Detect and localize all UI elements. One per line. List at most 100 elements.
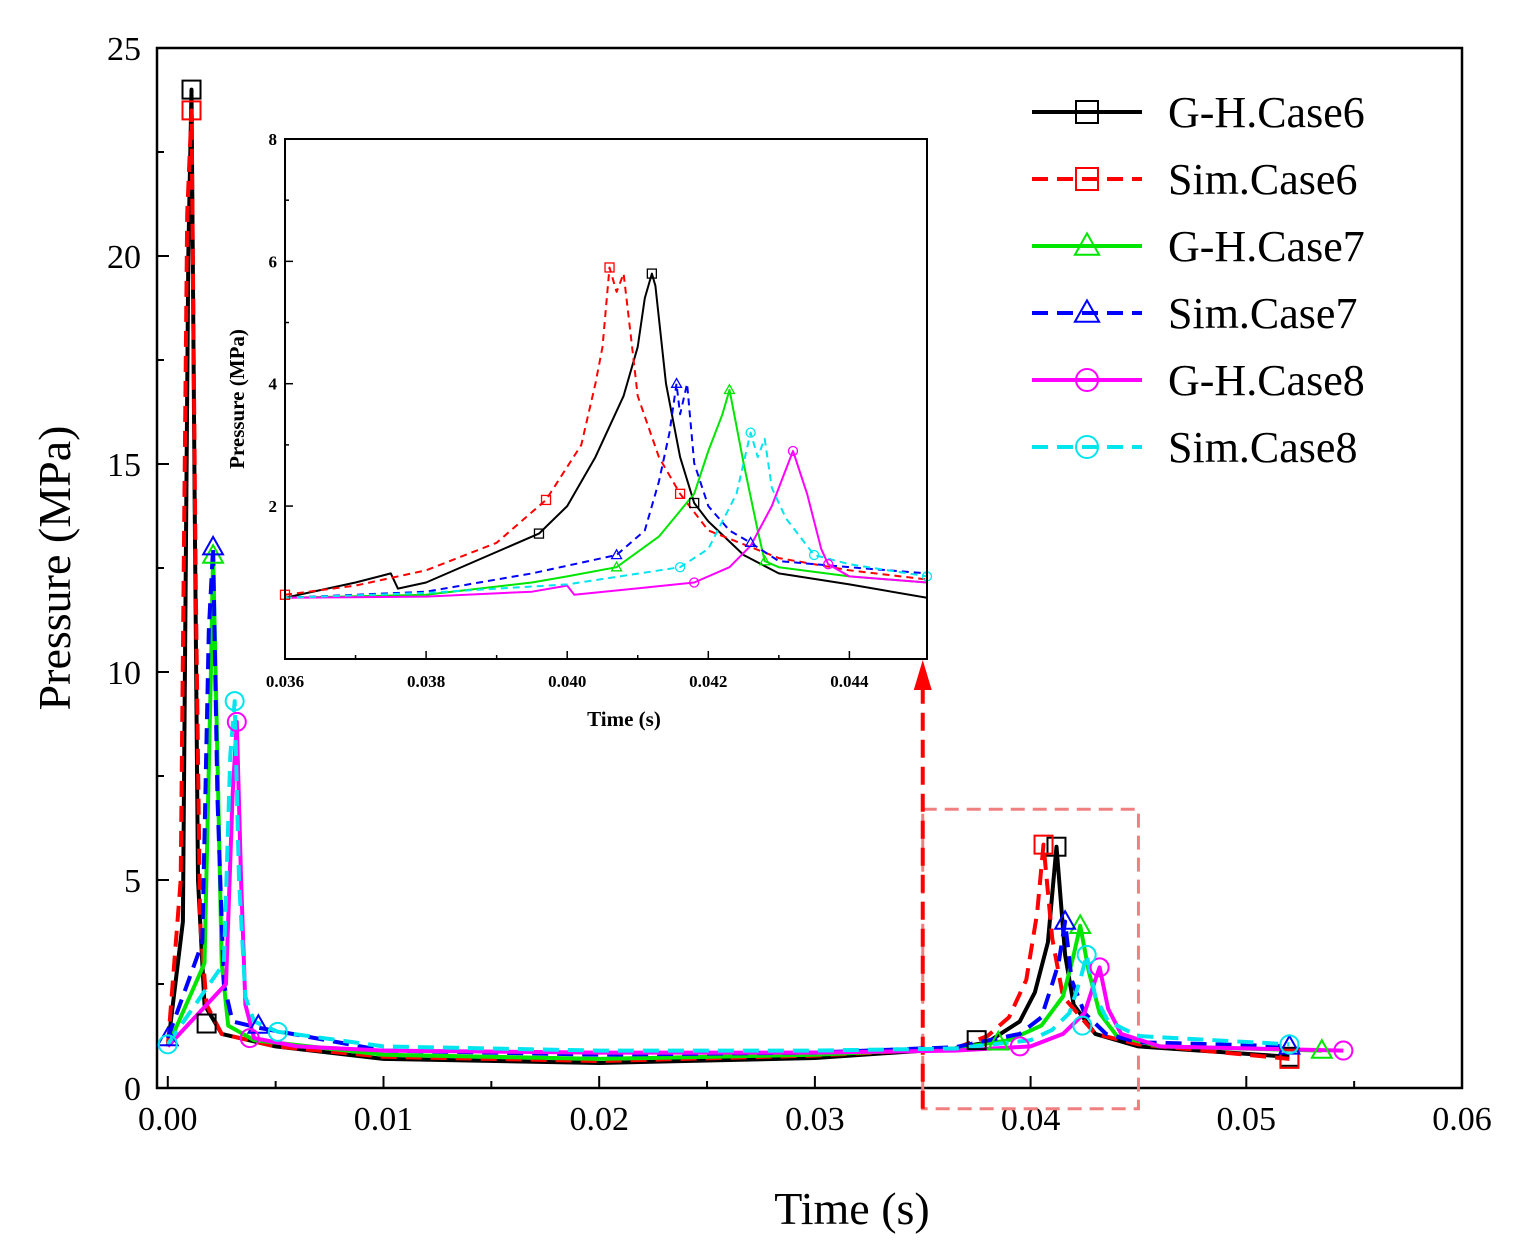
x-tick-label: 0.04: [1001, 1101, 1061, 1138]
x-tick-label: 0.00: [138, 1101, 198, 1138]
series-line-g-h-case8: [285, 450, 927, 599]
zoom-arrow-head: [913, 660, 932, 690]
legend-label-g-h-case6: G-H.Case6: [1168, 88, 1365, 137]
main-series-group: [165, 87, 1344, 1065]
data-point-g-h-case6: [533, 528, 545, 539]
series-line-sim-case7: [285, 382, 927, 599]
series-line-sim-case8: [166, 699, 1290, 1053]
data-point-sim-case7: [1053, 909, 1077, 930]
zoom-region: [913, 660, 1140, 1111]
x-tick-label: 0.01: [354, 1101, 414, 1138]
data-point-g-h-case8: [787, 445, 799, 457]
data-point-g-h-case6: [689, 497, 700, 509]
main-x-axis: 0.00 0.01 0.02 0.03 0.04 0.05 0.06: [138, 1076, 1492, 1138]
x-tick-label: 0.06: [1432, 1101, 1492, 1138]
data-point-sim-case8: [808, 549, 820, 561]
legend-marker-sim-case8: [1075, 435, 1099, 459]
data-point-g-h-case7: [986, 1029, 1010, 1051]
data-point-sim-case8: [157, 1034, 178, 1055]
y-tick-label: 0: [124, 1071, 141, 1108]
data-point-sim-case7: [670, 377, 683, 388]
x-tick-label: 0.03: [785, 1101, 845, 1138]
data-point-g-h-case8: [226, 711, 247, 732]
series-line-g-h-case6: [285, 272, 927, 599]
x-tick-label: 0.05: [1217, 1101, 1277, 1138]
data-point-sim-case8: [224, 691, 245, 712]
inset-y-axis: 2 4 6 8: [269, 130, 293, 516]
series-line-sim-case8: [285, 431, 927, 599]
series-line-g-h-case7: [285, 388, 927, 599]
data-point-g-h-case6: [196, 1013, 217, 1034]
inset-y-axis-label: Pressure (MPa): [225, 329, 249, 469]
x-tick-label: 0.040: [548, 672, 586, 691]
data-point-sim-case8: [745, 427, 756, 438]
legend-marker-g-h-case8: [1075, 368, 1099, 392]
legend-label-sim-case7: Sim.Case7: [1168, 289, 1357, 338]
data-point-g-h-case8: [1089, 957, 1110, 978]
legend-label-sim-case6: Sim.Case6: [1168, 155, 1357, 204]
data-point-sim-case7: [610, 548, 623, 560]
legend-marker-g-h-case7: [1073, 231, 1101, 256]
y-tick-label: 8: [269, 130, 278, 149]
data-point-sim-case7: [744, 536, 757, 548]
inset-plot-frame: [284, 138, 928, 660]
data-point-g-h-case8: [1333, 1040, 1354, 1061]
y-tick-label: 5: [124, 863, 141, 900]
y-tick-label: 25: [107, 31, 141, 68]
legend-label-sim-case8: Sim.Case8: [1168, 423, 1357, 472]
data-point-g-h-case8: [1009, 1036, 1030, 1057]
data-point-g-h-case7: [723, 383, 736, 395]
x-tick-label: 0.042: [689, 672, 727, 691]
y-tick-label: 15: [107, 447, 141, 484]
x-tick-label: 0.038: [407, 672, 445, 691]
y-tick-label: 10: [107, 655, 141, 692]
data-point-g-h-case7: [758, 554, 771, 566]
data-point-g-h-case8: [689, 577, 700, 588]
main-y-axis-label: Pressure (MPa): [29, 426, 80, 711]
data-point-sim-case7: [246, 1013, 270, 1034]
inset-x-axis: 0.036 0.038 0.040 0.042 0.044: [266, 651, 869, 691]
inset-marker-group: [279, 262, 933, 600]
y-tick-label: 6: [269, 252, 278, 271]
y-tick-label: 20: [107, 239, 141, 276]
data-point-sim-case6: [674, 488, 686, 499]
data-point-g-h-case6: [1046, 836, 1067, 857]
data-point-sim-case8: [1279, 1034, 1300, 1055]
data-point-sim-case8: [267, 1021, 288, 1042]
data-point-sim-case8: [674, 562, 686, 573]
legend-marker-g-h-case6: [1075, 100, 1099, 124]
y-tick-label: 4: [269, 375, 278, 394]
data-point-g-h-case7: [1310, 1038, 1334, 1059]
data-point-g-h-case8: [239, 1028, 260, 1049]
inset-x-axis-label: Time (s): [587, 707, 661, 731]
data-point-sim-case6: [540, 494, 552, 506]
legend-marker-sim-case7: [1073, 298, 1101, 323]
data-point-sim-case6: [181, 100, 202, 121]
x-tick-label: 0.044: [830, 672, 869, 691]
data-point-sim-case6: [1279, 1048, 1300, 1069]
main-marker-group: [156, 79, 1354, 1069]
legend: G-H.Case6 Sim.Case6 G-H.Case7 Sim.Case7 G-H.…: [1032, 88, 1365, 472]
main-x-axis-label: Time (s): [774, 1183, 930, 1234]
data-point-sim-case6: [604, 262, 615, 273]
data-point-g-h-case8: [823, 559, 834, 570]
data-point-g-h-case6: [966, 1030, 987, 1051]
data-point-g-h-case6: [181, 79, 202, 100]
main-y-axis: 0 5 10 15 20 25: [107, 31, 169, 1108]
data-point-g-h-case7: [610, 560, 623, 572]
y-tick-label: 2: [269, 497, 278, 516]
x-tick-label: 0.036: [266, 672, 304, 691]
data-point-sim-case8: [1072, 1015, 1093, 1036]
data-point-sim-case6: [1033, 834, 1054, 855]
data-point-g-h-case7: [1068, 913, 1092, 934]
series-line-sim-case6: [285, 266, 927, 596]
x-tick-label: 0.02: [569, 1101, 629, 1138]
series-line-g-h-case8: [166, 719, 1344, 1055]
legend-label-g-h-case8: G-H.Case8: [1168, 356, 1365, 405]
data-point-sim-case7: [201, 534, 225, 556]
inset-series-group: [285, 266, 927, 599]
legend-label-g-h-case7: G-H.Case7: [1168, 222, 1365, 271]
data-point-sim-case8: [1076, 944, 1097, 965]
